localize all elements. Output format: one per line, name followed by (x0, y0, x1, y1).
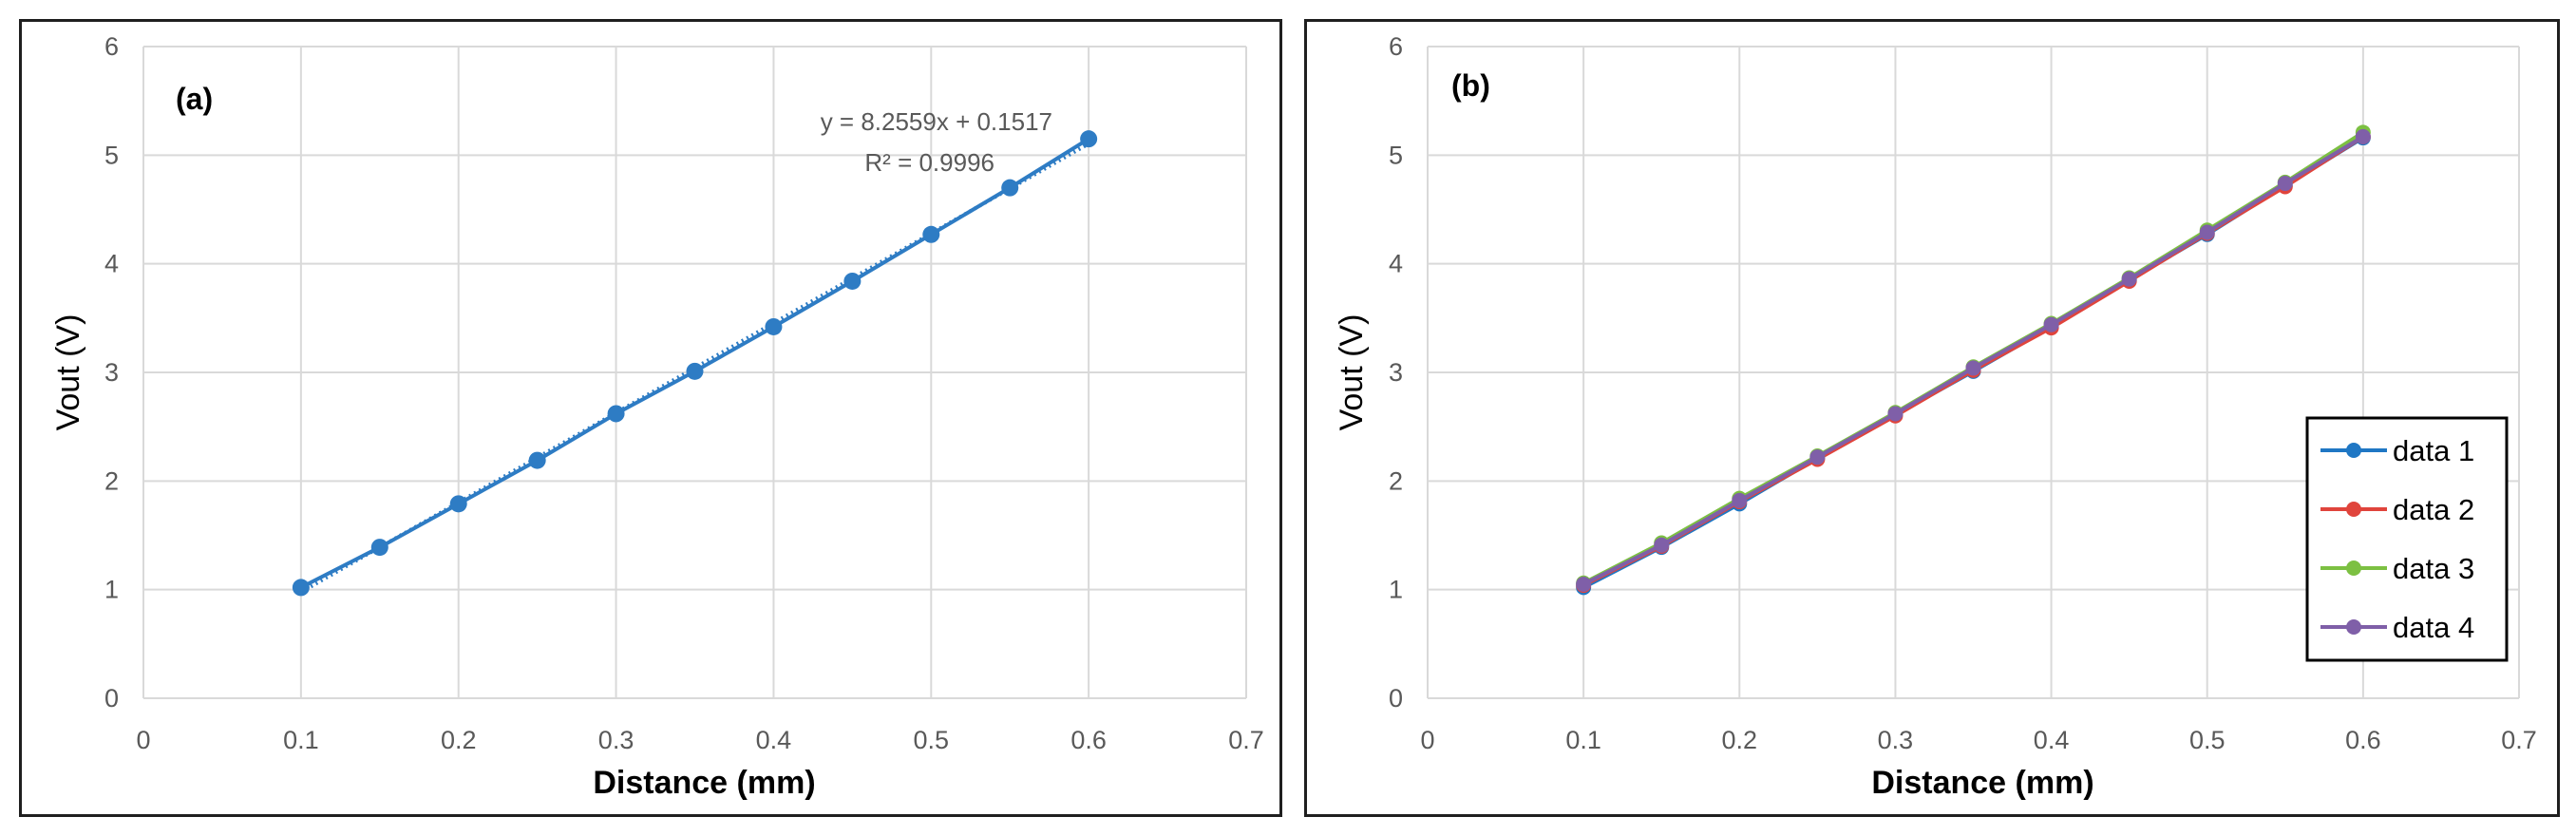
y-tick-label: 1 (104, 576, 119, 604)
y-tick-label: 3 (104, 358, 119, 387)
data-point (1576, 576, 1592, 592)
x-tick-label: 0.7 (2501, 726, 2537, 754)
y-axis-title: Vout (V) (1334, 314, 1370, 431)
x-tick-label: 0.5 (914, 726, 950, 754)
data-point (449, 495, 467, 513)
legend-box (2305, 416, 2509, 662)
y-tick-label: 3 (1389, 358, 1403, 387)
data-point (1887, 406, 1904, 422)
y-tick-label: 6 (1389, 32, 1403, 61)
legend-marker (2346, 560, 2361, 576)
x-axis-title: Distance (mm) (1871, 765, 2093, 801)
x-tick-label: 0.1 (283, 726, 319, 754)
data-point (607, 405, 625, 423)
legend-marker (2346, 619, 2361, 635)
x-tick-label: 0.2 (1722, 726, 1758, 754)
trendline-equation: y = 8.2559x + 0.1517 (821, 107, 1052, 136)
y-tick-label: 2 (1389, 466, 1403, 495)
y-tick-label: 4 (104, 250, 119, 278)
data-point (292, 579, 310, 597)
legend-label: data 4 (2393, 611, 2474, 644)
series-line (1582, 130, 2364, 585)
r-squared-label: R² = 0.9996 (864, 148, 994, 177)
x-tick-label: 0.4 (2034, 726, 2070, 754)
data-point (2199, 224, 2215, 240)
data-point (922, 225, 940, 243)
x-axis-title: Distance (mm) (593, 765, 815, 801)
y-tick-label: 5 (104, 141, 119, 169)
x-tick-label: 0.7 (1228, 726, 1264, 754)
x-tick-label: 0 (136, 726, 150, 754)
legend-marker (2346, 502, 2361, 517)
x-tick-label: 0.3 (1878, 726, 1914, 754)
chart-a-svg: 0 1 2 3 4 5 6 0 0.1 0.2 0.3 0.4 0.5 0.6 0.7 Distance (m… (50, 32, 1264, 801)
data-point (1809, 449, 1826, 466)
x-tick-label: 0.1 (1565, 726, 1601, 754)
legend-label: data 3 (2393, 552, 2474, 585)
data-point (2355, 128, 2371, 144)
chart-b-svg: 0 1 2 3 4 5 6 0 0.1 0.2 0.3 0.4 0.5 0.6 0.7 Distance (m… (1334, 32, 2537, 801)
data-point (686, 362, 704, 380)
x-tick-label: 0.5 (2189, 726, 2226, 754)
data-point (765, 317, 783, 335)
y-tick-label: 0 (104, 684, 119, 712)
x-tick-label: 0.4 (756, 726, 792, 754)
y-tick-label: 0 (1389, 684, 1403, 712)
y-tick-label: 5 (1389, 141, 1403, 169)
data-point (1080, 130, 1098, 148)
y-tick-label: 6 (104, 32, 119, 61)
y-tick-label: 1 (1389, 576, 1403, 604)
x-tick-label: 0.6 (1070, 726, 1107, 754)
x-tick-label: 0.6 (2345, 726, 2381, 754)
data-point (2277, 176, 2293, 192)
x-tick-label: 0.3 (598, 726, 635, 754)
chart-panel-b: 0 1 2 3 4 5 6 0 0.1 0.2 0.3 0.4 0.5 0.6 0.7 Distance (m… (1304, 19, 2560, 817)
y-tick-label: 2 (104, 466, 119, 495)
panel-label: (b) (1451, 68, 1490, 103)
data-point (1732, 492, 1748, 508)
y-tick-label: 4 (1389, 250, 1403, 278)
x-tick-label: 0 (1420, 726, 1434, 754)
legend-label: data 1 (2393, 434, 2474, 467)
panel-label: (a) (176, 82, 213, 116)
data-point (1965, 360, 1981, 376)
data-point (843, 272, 862, 290)
data-point (2121, 271, 2137, 287)
data-point (370, 539, 388, 557)
data-point (1001, 179, 1019, 197)
data-point (1654, 537, 1670, 553)
chart-panel-a: 0 1 2 3 4 5 6 0 0.1 0.2 0.3 0.4 0.5 0.6 0.7 Distance (m… (19, 19, 1282, 817)
data-point (528, 451, 546, 469)
data-point (2043, 316, 2059, 332)
legend-label: data 2 (2393, 493, 2474, 526)
y-axis-title: Vout (V) (50, 314, 86, 431)
legend-marker (2346, 443, 2361, 458)
x-tick-label: 0.2 (441, 726, 477, 754)
